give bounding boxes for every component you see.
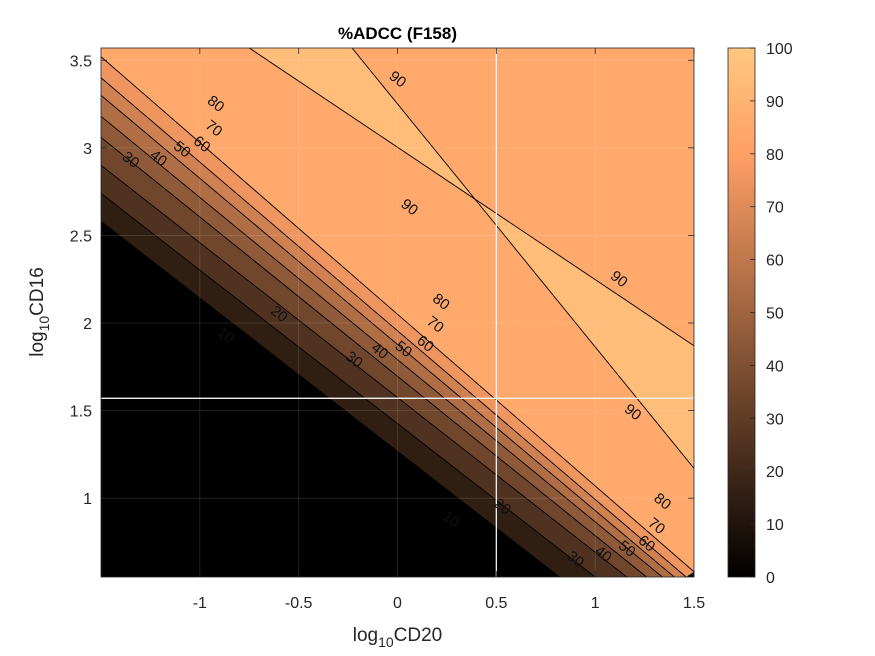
y-tick-label: 2	[83, 316, 92, 333]
y-axis: 1 1.5 2 2.5 3 3.5	[70, 53, 694, 508]
contour-line-20	[101, 193, 596, 577]
contour-line-80	[101, 56, 694, 573]
y-tick-label: 3.5	[70, 53, 92, 70]
contour-label: 10	[214, 323, 238, 347]
x-tick-label: -0.5	[285, 595, 313, 612]
contour-line-10	[101, 221, 560, 577]
contour-label: 70	[423, 313, 447, 337]
contour-label: 80	[204, 92, 228, 116]
contour-label: 60	[635, 532, 659, 556]
contour-label: 10	[439, 507, 463, 531]
contour-label: 30	[119, 148, 143, 172]
contour-label: 20	[490, 495, 514, 519]
colorbar-tick-label: 40	[766, 358, 784, 375]
contour-label: 90	[621, 401, 645, 425]
contour-label: 90	[398, 196, 422, 220]
contour-label: 30	[564, 548, 588, 572]
contour-label: 50	[615, 537, 639, 561]
x-tick-label: 1	[591, 595, 600, 612]
y-axis-label-rest: CD16	[27, 267, 48, 316]
y-axis-label: log10CD16	[27, 267, 52, 357]
contour-line-40	[101, 136, 647, 577]
x-axis-label-base: log	[353, 625, 378, 646]
y-axis-label-base: log	[27, 331, 48, 356]
colorbar-ticks: 0 10 20 30 40 50 60 70 80 90 100	[750, 41, 793, 587]
contour-label: 30	[342, 348, 366, 372]
colorbar-tick-label: 90	[766, 94, 784, 111]
contour-line-50	[101, 115, 663, 577]
contour-labels: 9090909080706050403020108070605040308070…	[119, 68, 674, 572]
contour-label: 40	[368, 339, 392, 363]
colorbar-tick-label: 80	[766, 147, 784, 164]
x-axis-label-rest: CD20	[394, 625, 443, 646]
x-tick-label: 0	[393, 595, 402, 612]
x-tick-label: 1.5	[683, 595, 705, 612]
contour-label: 80	[651, 490, 675, 514]
y-axis-label-sub: 10	[36, 316, 52, 332]
colorbar-tick-label: 30	[766, 411, 784, 428]
contour-label: 80	[429, 290, 453, 314]
contour-band-70	[101, 56, 694, 577]
contour-line-90	[248, 48, 694, 347]
contour-line-60	[101, 94, 675, 577]
contour-label: 50	[170, 138, 194, 162]
grid-lines	[101, 48, 694, 577]
contour-label: 70	[645, 514, 669, 538]
crosshair	[101, 48, 694, 577]
contour-label: 60	[413, 332, 437, 356]
contour-label: 40	[147, 147, 171, 171]
y-tick-label: 3	[83, 141, 92, 158]
contour-label: 70	[202, 117, 226, 141]
colorbar-tick-label: 10	[766, 517, 784, 534]
x-tick-label: 0.5	[485, 595, 507, 612]
y-tick-label: 1	[83, 491, 92, 508]
colorbar-tick-label: 50	[766, 306, 784, 323]
colorbar: 0 10 20 30 40 50 60 70 80 90 100	[727, 41, 793, 587]
colorbar-tick-label: 60	[766, 253, 784, 270]
x-axis: -1 -0.5 0 0.5 1 1.5	[193, 48, 705, 612]
plot-area: 9090909080706050403020108070605040308070…	[100, 47, 695, 578]
contour-line-30	[101, 165, 628, 577]
y-tick-label: 1.5	[70, 404, 92, 421]
colorbar-tick-label: 20	[766, 464, 784, 481]
x-axis-label: log10CD20	[353, 625, 443, 650]
x-tick-label: -1	[193, 595, 207, 612]
contour-band-80	[101, 48, 694, 577]
colorbar-tick-label: 70	[766, 200, 784, 217]
contour-label: 60	[190, 133, 214, 157]
chart-title: %ADCC (F158)	[338, 24, 457, 43]
contour-label: 40	[591, 542, 615, 566]
contour-label: 20	[267, 302, 291, 326]
contour-label: 50	[392, 337, 416, 361]
x-axis-label-sub: 10	[378, 634, 394, 650]
y-tick-label: 2.5	[70, 228, 92, 245]
contour-label: 90	[386, 68, 410, 92]
colorbar-tick-label: 100	[766, 41, 793, 58]
colorbar-tick-label: 0	[766, 570, 775, 587]
contour-label: 90	[607, 267, 631, 291]
contour-line-70	[101, 77, 687, 577]
